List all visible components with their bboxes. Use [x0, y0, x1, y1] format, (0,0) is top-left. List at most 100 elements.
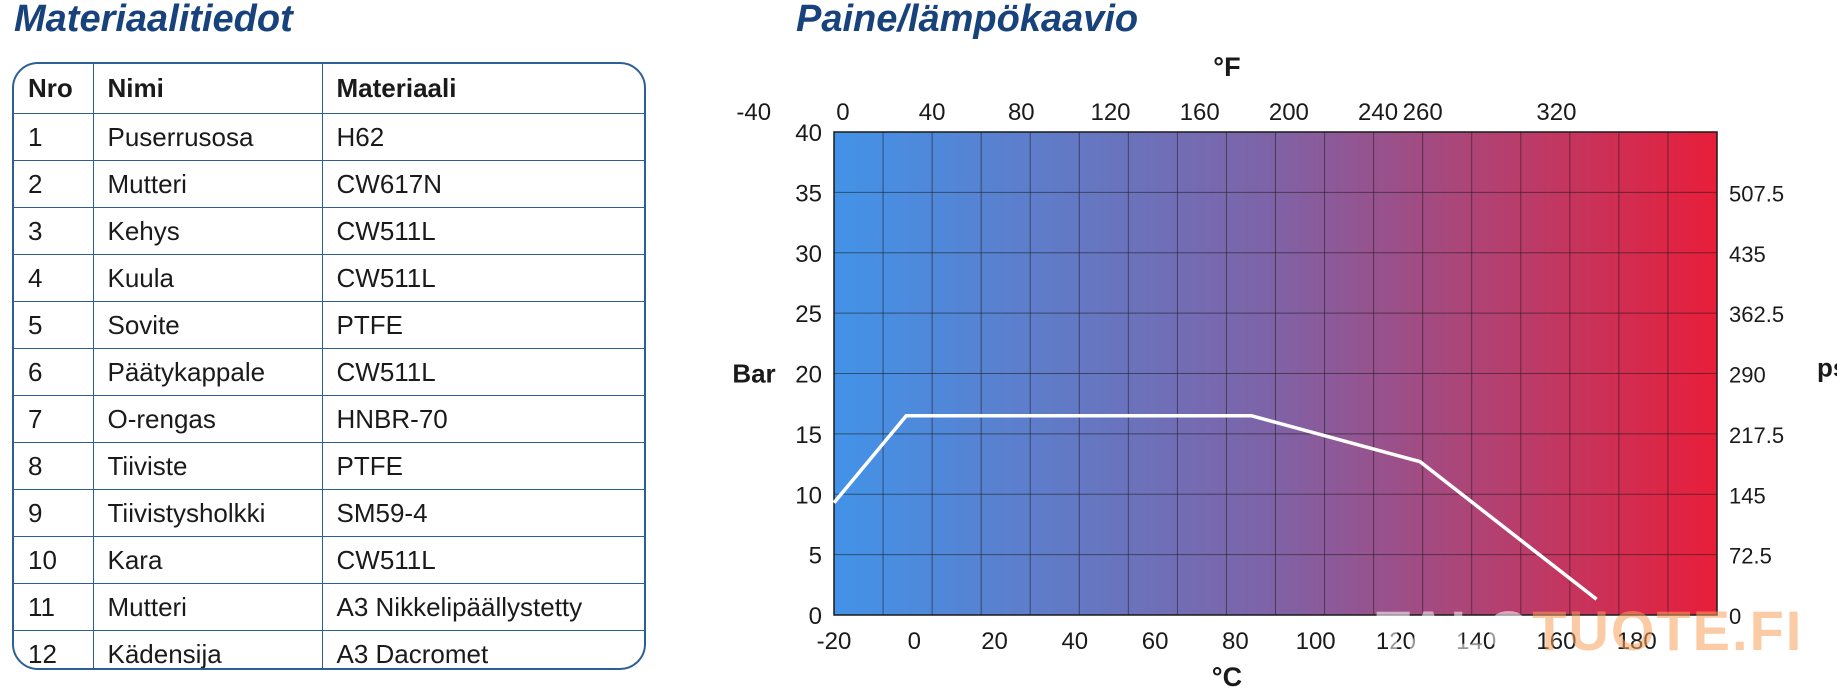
y-tick-label: 30 — [795, 241, 822, 268]
chart-title: Paine/lämpökaavio — [796, 0, 1139, 40]
y-tick-label: 15 — [795, 422, 822, 449]
y2-tick-label: 72.5 — [1729, 544, 1772, 569]
x-tick-label: 20 — [981, 628, 1008, 655]
header-nro: Nro — [14, 64, 94, 114]
row-nro: 6 — [14, 348, 94, 396]
header-materiaali: Materiaali — [322, 64, 644, 114]
x-tick-label: -20 — [817, 628, 852, 655]
header-nimi: Nimi — [93, 64, 323, 114]
row-nro: 11 — [14, 583, 94, 631]
materials-table: Nro Nimi Materiaali 1 Puserrusosa H62 2 Mutt… — [14, 64, 644, 669]
y2-tick-label: 0 — [1729, 604, 1741, 629]
row-nro: 12 — [14, 630, 94, 668]
y-tick-label: 0 — [809, 603, 822, 630]
row-material: H62 — [322, 113, 644, 161]
y2-tick-label: 217.5 — [1729, 423, 1784, 448]
row-material: SM59-4 — [322, 489, 644, 537]
x2-tick-label: 0 — [836, 99, 849, 126]
x2-tick-label: 260 — [1403, 99, 1443, 126]
table-row: 8 Tiiviste PTFE — [14, 442, 644, 490]
x-tick-label: 160 — [1536, 628, 1576, 655]
table-row: 2 Mutteri CW617N — [14, 160, 644, 208]
row-nro: 4 — [14, 254, 94, 302]
y-tick-label: 10 — [795, 482, 822, 509]
table-header-row: Nro Nimi Materiaali — [14, 64, 644, 114]
grid-lines — [834, 132, 1717, 615]
x2-tick-label: 120 — [1090, 99, 1130, 126]
row-material: HNBR-70 — [322, 395, 644, 443]
watermark-logo: TALOTUOTE.FI — [1376, 598, 1803, 663]
plot-frame — [833, 131, 1718, 616]
x2-tick-label: 240 — [1358, 99, 1398, 126]
row-name: Päätykappale — [93, 348, 323, 396]
pressure-curve — [832, 414, 1598, 601]
row-nro: 3 — [14, 207, 94, 255]
row-name: Kara — [93, 536, 323, 584]
table-row: 6 Päätykappale CW511L — [14, 348, 644, 396]
row-nro: 9 — [14, 489, 94, 537]
x-tick-label: 180 — [1617, 628, 1657, 655]
row-material: CW617N — [322, 160, 644, 208]
table-row: 5 Sovite PTFE — [14, 301, 644, 349]
table-row: 1 Puserrusosa H62 — [14, 113, 644, 161]
row-name: Kehys — [93, 207, 323, 255]
row-material: CW511L — [322, 536, 644, 584]
row-name: Mutteri — [93, 160, 323, 208]
x-axis-label: °C — [1212, 662, 1242, 689]
row-nro: 8 — [14, 442, 94, 490]
y2-tick-label: 145 — [1729, 483, 1766, 508]
row-material: CW511L — [322, 207, 644, 255]
x-tick-label: 120 — [1376, 628, 1416, 655]
row-name: Mutteri — [93, 583, 323, 631]
row-name: Tiiviste — [93, 442, 323, 490]
row-name: Sovite — [93, 301, 323, 349]
x2-tick-label: 320 — [1536, 99, 1576, 126]
x2-tick-label: 40 — [919, 99, 946, 126]
row-name: Tiivistysholkki — [93, 489, 323, 537]
x-tick-label: 40 — [1061, 628, 1088, 655]
x2-tick-label: 200 — [1269, 99, 1309, 126]
x-tick-label: 0 — [908, 628, 921, 655]
materials-title: Materiaalitiedot — [14, 0, 293, 40]
y2-axis-label: psi — [1817, 352, 1837, 382]
table-row: 12 Kädensija A3 Dacromet — [14, 630, 644, 669]
row-name: Kädensija — [93, 630, 323, 668]
x2-tick-label: 160 — [1180, 99, 1220, 126]
table-row: 10 Kara CW511L — [14, 536, 644, 584]
y-tick-label: 40 — [795, 120, 822, 147]
watermark-part1: TALO — [1376, 599, 1533, 662]
row-name: Kuula — [93, 254, 323, 302]
y-tick-label: 5 — [809, 543, 822, 570]
y2-tick-label: 362.5 — [1729, 302, 1784, 327]
row-material: PTFE — [322, 442, 644, 490]
table-row: 7 O-rengas HNBR-70 — [14, 395, 644, 443]
row-material: PTFE — [322, 301, 644, 349]
x2-axis-label: °F — [1213, 52, 1240, 82]
row-name: Puserrusosa — [93, 113, 323, 161]
y2-tick-label: 435 — [1729, 242, 1766, 267]
tick-labels: -20 0 20 40 60 80 100 120 140 160 180-40 0 40 80 120 16… — [736, 99, 1784, 655]
row-nro: 7 — [14, 395, 94, 443]
x2-tick-label: -40 — [736, 99, 771, 126]
y-axis-label: Bar — [732, 359, 775, 389]
table-row: 4 Kuula CW511L — [14, 254, 644, 302]
x-tick-label: 140 — [1456, 628, 1496, 655]
x-tick-label: 100 — [1296, 628, 1336, 655]
x-tick-label: 80 — [1222, 628, 1249, 655]
y2-tick-label: 290 — [1729, 363, 1766, 388]
row-nro: 2 — [14, 160, 94, 208]
row-material: A3 Nikkelipäällystetty — [322, 583, 644, 631]
row-material: CW511L — [322, 348, 644, 396]
row-material: A3 Dacromet — [336, 638, 489, 669]
x-tick-label: 60 — [1142, 628, 1169, 655]
row-nro: 10 — [14, 536, 94, 584]
row-name: O-rengas — [93, 395, 323, 443]
row-material: CW511L — [322, 254, 644, 302]
row-nro: 5 — [14, 301, 94, 349]
pressure-temperature-chart: -20 0 20 40 60 80 100 120 140 160 180-40 0 40 80 120 16… — [732, 52, 1837, 689]
table-row: 11 Mutteri A3 Nikkelipäällystetty — [14, 583, 644, 631]
row-nro: 1 — [14, 113, 94, 161]
table-row: 9 Tiivistysholkki SM59-4 — [14, 489, 644, 537]
materials-table-frame: Nro Nimi Materiaali 1 Puserrusosa H62 2 Mutt… — [12, 62, 646, 670]
watermark-part2: TUOTE.FI — [1532, 599, 1804, 662]
